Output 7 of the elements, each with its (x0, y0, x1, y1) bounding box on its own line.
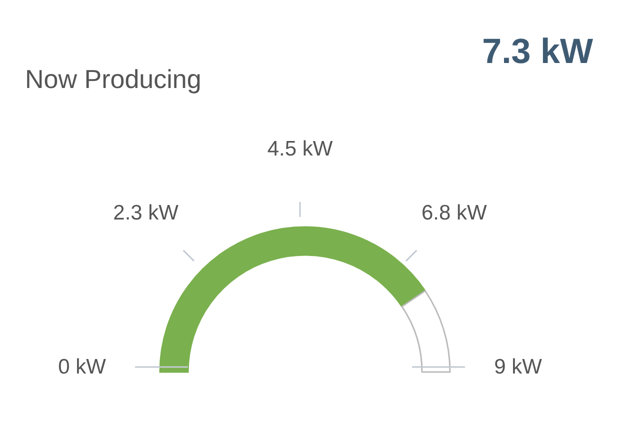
text: 0 kW (58, 356, 106, 378)
text: 7.3 kW (482, 32, 593, 71)
text: 9 kW (494, 356, 542, 378)
chart-title: Now Producing (25, 64, 202, 94)
text: 6.8 kW (421, 201, 487, 224)
text: 4.5 kW (267, 138, 333, 160)
text: 2.3 kW (113, 201, 179, 224)
